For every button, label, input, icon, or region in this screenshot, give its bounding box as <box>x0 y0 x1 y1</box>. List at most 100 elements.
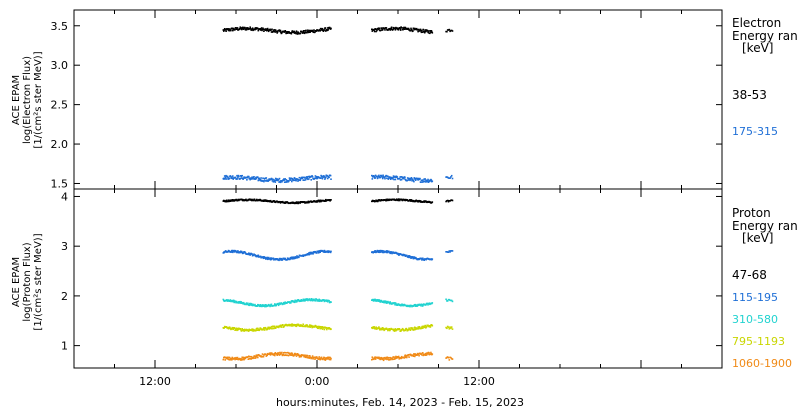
data-point <box>232 299 234 302</box>
data-point <box>381 176 383 178</box>
data-point <box>273 29 275 31</box>
data-point <box>372 358 375 361</box>
data-point <box>222 29 225 31</box>
data-point <box>284 178 286 180</box>
data-point <box>308 325 311 328</box>
data-point <box>268 178 270 180</box>
data-point <box>245 198 247 201</box>
data-point <box>266 179 269 181</box>
data-point <box>267 303 270 306</box>
data-point <box>382 250 384 252</box>
data-point <box>302 323 304 326</box>
data-point <box>263 327 265 329</box>
data-point <box>401 327 404 330</box>
data-point <box>319 30 321 32</box>
data-point <box>318 29 321 31</box>
data-point <box>232 28 234 31</box>
data-point <box>228 177 231 180</box>
data-point <box>273 353 276 355</box>
data-point <box>376 175 378 178</box>
data-point <box>292 256 294 258</box>
data-point <box>263 329 266 331</box>
data-point <box>222 358 225 361</box>
data-point <box>294 299 297 302</box>
data-point <box>310 252 313 255</box>
data-point <box>230 358 232 361</box>
data-point <box>244 357 247 360</box>
data-point <box>417 326 419 328</box>
data-point <box>225 30 227 32</box>
data-point <box>386 177 388 180</box>
data-point <box>295 32 297 35</box>
data-point <box>448 28 451 31</box>
data-point <box>410 327 413 329</box>
data-point <box>412 178 414 181</box>
data-point <box>308 252 310 254</box>
data-point <box>326 299 329 302</box>
data-point <box>280 180 283 182</box>
data-point <box>254 357 256 359</box>
data-point <box>266 354 268 357</box>
data-point <box>262 257 265 260</box>
data-point <box>399 29 402 31</box>
proton-legend-title-2: Energy ran <box>732 219 798 233</box>
data-point <box>227 199 230 201</box>
data-point <box>401 329 403 331</box>
data-point <box>277 179 280 181</box>
data-point <box>413 305 415 307</box>
data-point <box>251 303 253 305</box>
data-point <box>395 176 397 179</box>
data-point <box>396 357 398 359</box>
data-point <box>449 356 451 359</box>
data-point <box>385 301 388 303</box>
data-point <box>282 324 284 326</box>
data-point <box>373 29 375 31</box>
data-point <box>446 30 448 33</box>
data-point <box>307 253 310 256</box>
data-point <box>291 352 293 354</box>
data-point <box>315 325 317 327</box>
data-point <box>237 198 240 201</box>
data-point <box>234 300 237 303</box>
data-point <box>394 328 397 330</box>
data-point <box>445 357 447 359</box>
data-point <box>385 356 388 359</box>
data-point <box>389 177 391 179</box>
y-tick-label: 1 <box>61 340 68 353</box>
data-point <box>275 304 277 307</box>
data-point <box>374 356 376 358</box>
data-point <box>429 353 432 355</box>
data-point <box>385 174 388 177</box>
data-point <box>323 176 325 178</box>
data-point <box>392 328 394 331</box>
data-point <box>446 300 449 302</box>
data-point <box>240 250 243 253</box>
data-point <box>392 26 395 29</box>
data-point <box>322 357 325 360</box>
data-point <box>309 298 311 300</box>
data-point <box>264 179 266 182</box>
data-point <box>386 251 389 254</box>
data-point <box>301 325 304 328</box>
data-point <box>422 28 425 31</box>
data-point <box>377 299 379 301</box>
data-point <box>423 325 426 328</box>
data-point <box>240 359 242 361</box>
data-point <box>230 357 233 360</box>
data-point <box>228 356 231 359</box>
data-point <box>378 299 381 301</box>
data-point <box>284 30 287 33</box>
data-point <box>295 179 297 182</box>
data-point <box>306 356 309 359</box>
data-point <box>250 358 252 360</box>
data-point <box>274 354 276 357</box>
data-point <box>425 180 428 182</box>
data-point <box>311 251 313 254</box>
data-point <box>273 179 275 181</box>
data-point <box>423 259 425 261</box>
data-point <box>315 177 317 179</box>
data-point <box>377 200 379 203</box>
data-point <box>376 249 379 252</box>
data-point <box>325 299 328 301</box>
data-point <box>231 27 234 30</box>
